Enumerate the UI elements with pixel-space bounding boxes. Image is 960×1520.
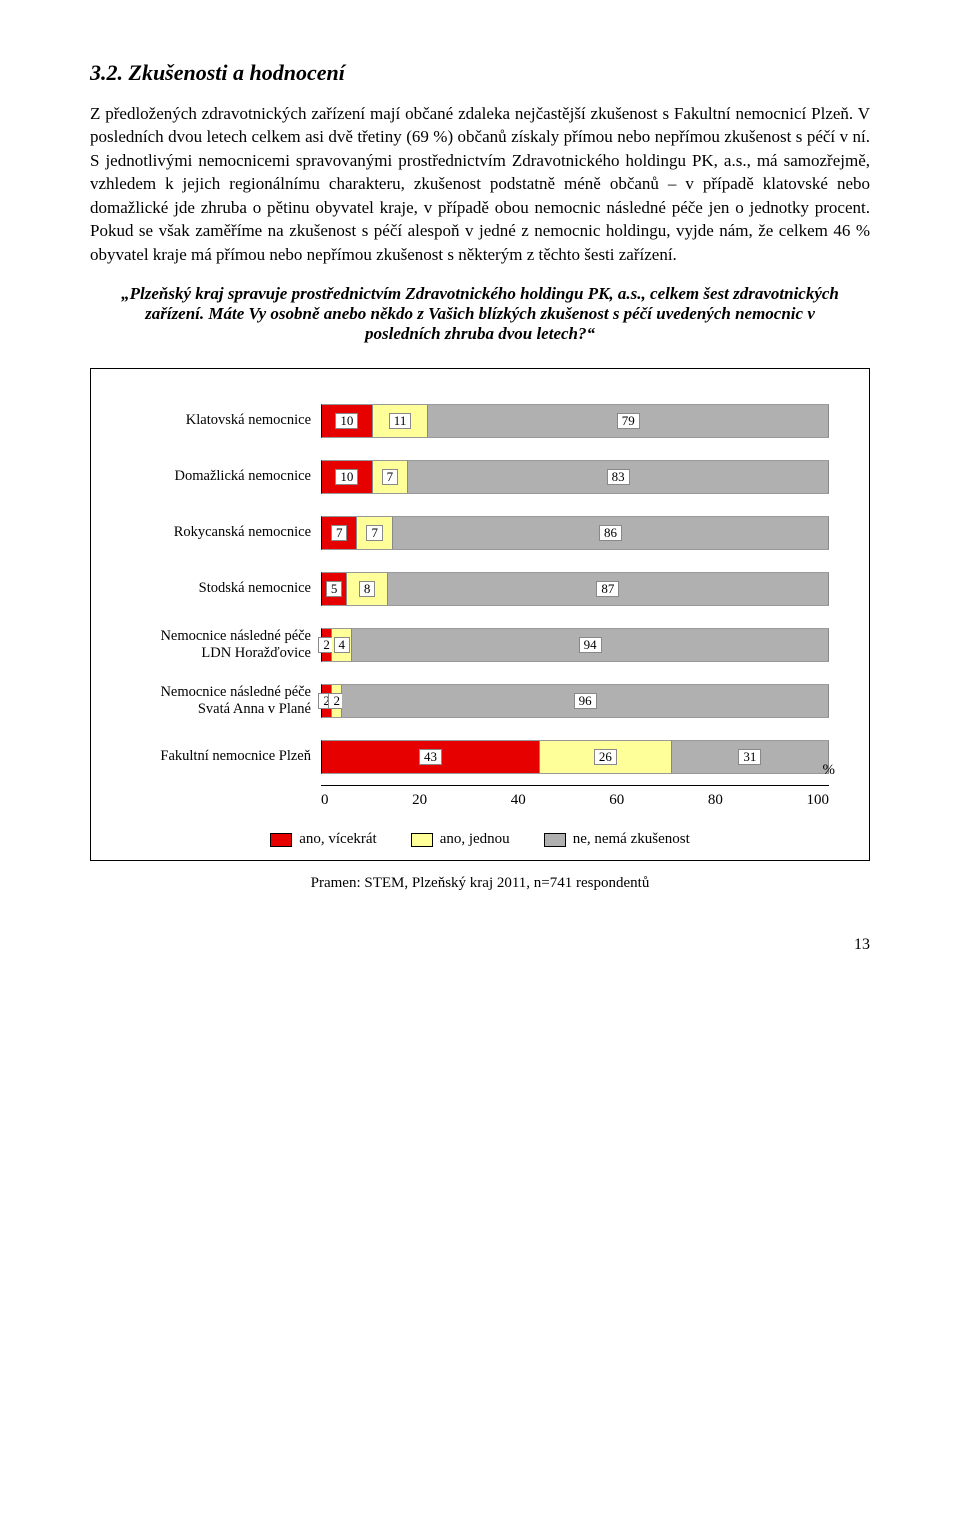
row-bars: 10 7 83 — [321, 460, 829, 494]
legend-text: ano, vícekrát — [299, 831, 376, 848]
legend-swatch — [544, 833, 566, 847]
bar-value-label: 26 — [594, 749, 617, 765]
bar-segment: 86 — [393, 517, 829, 549]
row-bars: 24 94 — [321, 628, 829, 662]
bar-segment: 5 — [322, 573, 347, 605]
bar-value-label: 10 — [335, 469, 358, 485]
bar-segment: 79 — [428, 405, 829, 437]
chart-rows: Klatovská nemocnice 10 11 79 Domažlická nemo… — [131, 393, 829, 785]
legend-swatch — [270, 833, 292, 847]
bar-segment: 87 — [388, 573, 829, 605]
legend-item: ano, jednou — [411, 831, 510, 848]
legend-item: ne, nemá zkušenost — [544, 831, 690, 848]
bar-segment: 26 — [540, 741, 672, 773]
bar-value-label: 7 — [331, 525, 348, 541]
bar-segment: 31 — [672, 741, 829, 773]
section-heading: 3.2. Zkušenosti a hodnocení — [90, 60, 870, 86]
survey-question: „Plzeňský kraj spravuje prostřednictvím … — [90, 284, 870, 344]
row-bars: 7 7 86 — [321, 516, 829, 550]
bar-value-label: 87 — [596, 581, 619, 597]
axis-tick: 0 — [321, 792, 329, 809]
row-bars: 58 87 — [321, 572, 829, 606]
row-label: Nemocnice následné péče LDN Horažďovice — [131, 628, 321, 663]
bar-value-label: 10 — [335, 413, 358, 429]
bar-segment: 10 — [322, 405, 373, 437]
chart-row: Rokycanská nemocnice 7 7 86 — [131, 505, 829, 561]
axis-tick: 20 — [412, 792, 427, 809]
bar-value-label: 11 — [389, 413, 412, 429]
axis-percent-label: % — [823, 762, 836, 779]
axis-tick: 40 — [511, 792, 526, 809]
bar-segment: 2 — [322, 629, 332, 661]
row-label: Domažlická nemocnice — [131, 468, 321, 485]
chart-row: Nemocnice následné péče Svatá Anna v Pla… — [131, 673, 829, 729]
row-label: Klatovská nemocnice — [131, 412, 321, 429]
row-label: Stodská nemocnice — [131, 580, 321, 597]
paragraph-1: Z předložených zdravotnických zařízení m… — [90, 102, 870, 266]
chart-row: Klatovská nemocnice 10 11 79 — [131, 393, 829, 449]
bar-segment: 8 — [347, 573, 388, 605]
legend-text: ano, jednou — [440, 831, 510, 848]
legend-item: ano, vícekrát — [270, 831, 376, 848]
row-label: Nemocnice následné péče Svatá Anna v Pla… — [131, 684, 321, 719]
row-label: Fakultní nemocnice Plzeň — [131, 748, 321, 765]
page-number: 13 — [90, 936, 870, 954]
bar-segment: 4 — [332, 629, 352, 661]
bar-segment: 7 — [373, 461, 408, 493]
bar-value-label: 5 — [326, 581, 343, 597]
bar-segment: 10 — [322, 461, 373, 493]
chart-row: Nemocnice následné péče LDN Horažďovice2… — [131, 617, 829, 673]
chart-container: Klatovská nemocnice 10 11 79 Domažlická nemo… — [90, 368, 870, 861]
chart-legend: ano, vícekrát ano, jednou ne, nemá zkušeno… — [131, 831, 829, 848]
chart-axis: % 020406080100 — [321, 785, 829, 809]
bar-value-label: 4 — [334, 637, 351, 653]
bar-value-label: 8 — [359, 581, 376, 597]
bar-segment: 83 — [408, 461, 829, 493]
row-bars: 43 26 31 — [321, 740, 829, 774]
bar-value-label: 7 — [382, 469, 399, 485]
bar-value-label: 96 — [574, 693, 597, 709]
bar-value-label: 79 — [617, 413, 640, 429]
bar-value-label: 7 — [366, 525, 383, 541]
bar-value-label: 83 — [607, 469, 630, 485]
chart-row: Stodská nemocnice 58 87 — [131, 561, 829, 617]
row-label: Rokycanská nemocnice — [131, 524, 321, 541]
bar-segment: 96 — [342, 685, 829, 717]
chart-source: Pramen: STEM, Plzeňský kraj 2011, n=741 … — [90, 875, 870, 892]
legend-text: ne, nemá zkušenost — [573, 831, 690, 848]
axis-tick: 60 — [609, 792, 624, 809]
chart-row: Domažlická nemocnice 10 7 83 — [131, 449, 829, 505]
row-bars: 2296 — [321, 684, 829, 718]
bar-value-label: 31 — [738, 749, 761, 765]
row-bars: 10 11 79 — [321, 404, 829, 438]
bar-segment: 11 — [373, 405, 429, 437]
chart-row: Fakultní nemocnice Plzeň 43 26 31 — [131, 729, 829, 785]
bar-segment: 7 — [322, 517, 357, 549]
bar-value-label: 86 — [599, 525, 622, 541]
bar-segment: 43 — [322, 741, 540, 773]
axis-tick: 100 — [806, 792, 829, 809]
axis-tick: 80 — [708, 792, 723, 809]
bar-value-label: 43 — [419, 749, 442, 765]
bar-value-label: 94 — [579, 637, 602, 653]
bar-segment: 94 — [352, 629, 829, 661]
bar-segment: 7 — [357, 517, 392, 549]
legend-swatch — [411, 833, 433, 847]
bar-segment: 2 — [332, 685, 342, 717]
